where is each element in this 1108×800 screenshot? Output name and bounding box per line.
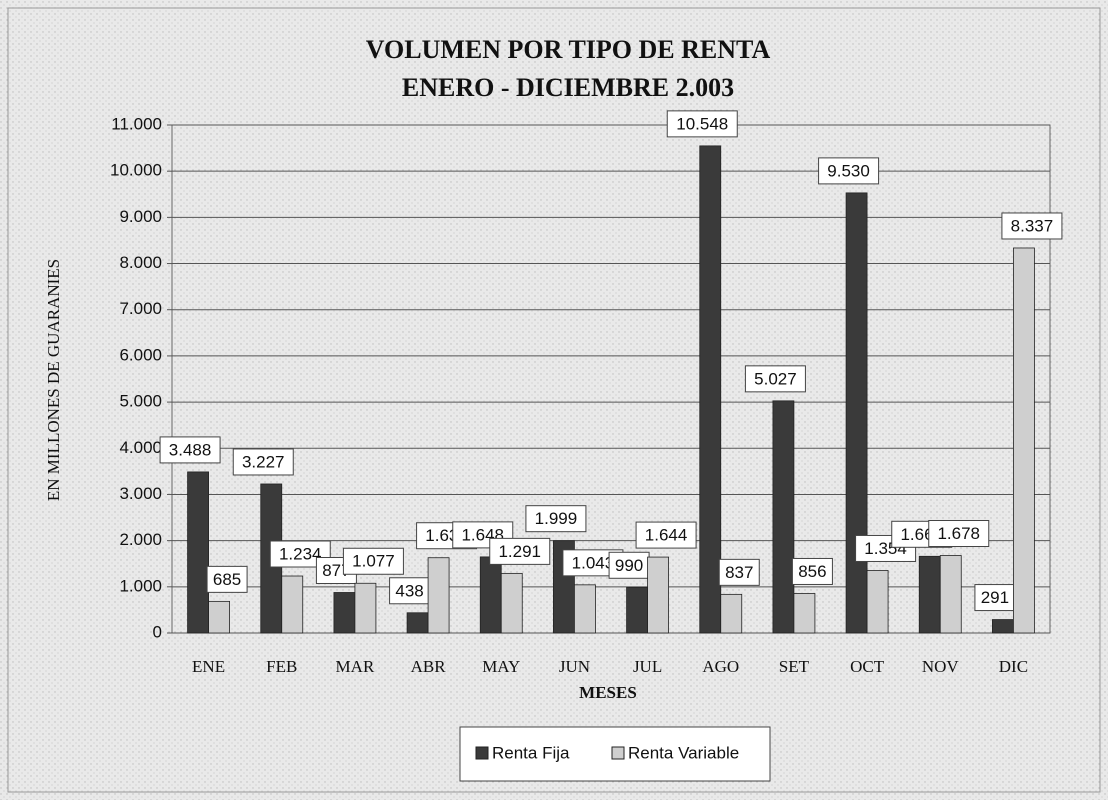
x-tick-label: ABR — [411, 657, 447, 676]
bar — [333, 592, 356, 634]
x-tick-label: FEB — [266, 657, 297, 676]
y-tick-label: 3.000 — [119, 484, 162, 503]
data-label: 1.999 — [535, 509, 578, 528]
bar — [187, 471, 209, 634]
bar — [793, 593, 816, 634]
x-tick-label: SET — [779, 657, 810, 676]
y-tick-label: 10.000 — [110, 161, 162, 180]
data-label: 1.678 — [937, 524, 980, 543]
data-label-box — [974, 584, 1016, 612]
x-tick-label: AGO — [702, 657, 739, 676]
data-label-box — [666, 110, 738, 138]
bar — [427, 557, 450, 634]
data-label-box — [232, 448, 294, 476]
y-tick-label: 4.000 — [119, 438, 162, 457]
data-label: 10.548 — [676, 114, 728, 133]
bar — [281, 575, 304, 634]
data-label-box — [159, 436, 221, 464]
data-label-box — [389, 577, 431, 605]
data-label-box — [744, 365, 806, 393]
y-tick-label: 6.000 — [119, 345, 162, 364]
data-label: 291 — [981, 588, 1009, 607]
y-tick-label: 5.000 — [119, 392, 162, 411]
y-tick-label: 0 — [153, 622, 162, 641]
y-tick-label: 2.000 — [119, 530, 162, 549]
data-label: 1.043 — [572, 553, 615, 572]
data-label: 5.027 — [754, 369, 797, 388]
bar — [500, 572, 523, 634]
x-tick-label: JUN — [559, 657, 590, 676]
data-label-box — [206, 565, 248, 593]
bar — [626, 586, 648, 634]
bar — [866, 570, 889, 634]
data-label-box — [855, 534, 917, 562]
chart-title: VOLUMEN POR TIPO DE RENTA — [366, 35, 771, 64]
data-label-box — [342, 547, 404, 575]
bar — [647, 556, 669, 634]
legend-swatch — [611, 746, 625, 760]
bar — [1013, 247, 1035, 634]
data-label-box — [452, 521, 514, 549]
data-label-box — [608, 551, 650, 579]
data-label-box — [525, 505, 587, 533]
y-tick-label: 9.000 — [119, 207, 162, 226]
bar — [208, 600, 230, 634]
data-label: 856 — [798, 562, 826, 581]
bar — [992, 619, 1014, 634]
chart-subtitle: ENERO - DICIEMBRE 2.003 — [402, 73, 734, 102]
data-label-box — [635, 521, 697, 549]
data-label: 8.337 — [1011, 216, 1054, 235]
bar — [574, 584, 596, 634]
data-label: 685 — [213, 570, 241, 589]
bar — [354, 582, 377, 634]
x-tick-label: MAY — [482, 657, 520, 676]
x-tick-label: JUL — [633, 657, 662, 676]
legend-swatch — [475, 746, 489, 760]
data-label: 9.530 — [827, 161, 870, 180]
bar — [939, 555, 962, 634]
data-label: 438 — [395, 581, 423, 600]
data-label: 1.234 — [279, 544, 322, 563]
y-tick-label: 7.000 — [119, 299, 162, 318]
data-label-box — [791, 557, 833, 585]
frame — [7, 7, 1101, 793]
data-label: 3.488 — [169, 440, 212, 459]
x-tick-label: MAR — [336, 657, 375, 676]
data-label-box — [1001, 212, 1063, 240]
bar — [699, 145, 722, 634]
data-label-box — [928, 520, 990, 548]
bar — [772, 400, 795, 634]
y-tick-label: 1.000 — [119, 576, 162, 595]
data-label: 837 — [725, 563, 753, 582]
bar — [479, 556, 502, 634]
bar — [720, 593, 743, 634]
bar — [918, 555, 941, 634]
x-tick-label: OCT — [850, 657, 885, 676]
y-axis-label: EN MILLONES DE GUARANIES — [44, 259, 63, 501]
data-label: 1.077 — [352, 552, 395, 571]
legend-label: Renta Fija — [492, 743, 570, 762]
y-tick-label: 11.000 — [111, 114, 162, 133]
data-label: 1.644 — [645, 526, 688, 545]
x-tick-label: ENE — [192, 657, 225, 676]
data-label-box — [718, 558, 760, 586]
data-label-box — [818, 157, 880, 185]
x-axis-label: MESES — [579, 683, 637, 702]
legend-label: Renta Variable — [628, 743, 739, 762]
data-label: 3.227 — [242, 452, 285, 471]
y-tick-label: 8.000 — [119, 253, 162, 272]
bar — [406, 612, 429, 634]
x-tick-label: NOV — [922, 657, 960, 676]
data-label: 1.291 — [498, 542, 541, 561]
x-tick-label: DIC — [999, 657, 1028, 676]
bar — [845, 192, 868, 634]
data-label-box — [489, 537, 551, 565]
data-label: 990 — [615, 556, 643, 575]
